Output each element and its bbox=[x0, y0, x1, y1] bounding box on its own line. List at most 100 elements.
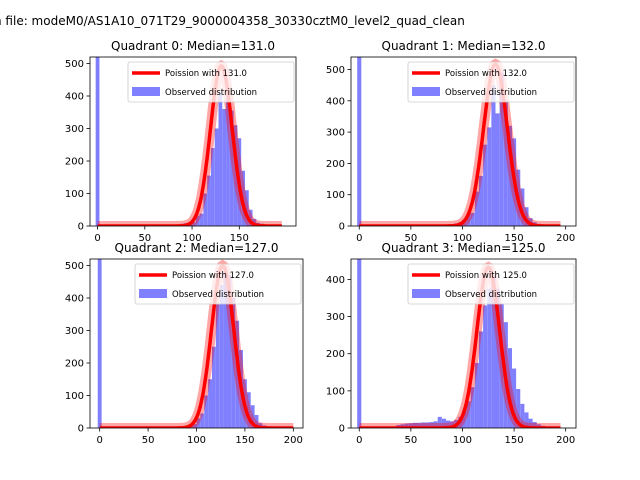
histogram-bar bbox=[412, 422, 418, 428]
histogram-bar bbox=[222, 109, 227, 226]
y-tick-label: 100 bbox=[65, 391, 84, 402]
x-tick-label: 0 bbox=[94, 233, 100, 244]
legend-fit-label: Poission with 132.0 bbox=[445, 69, 527, 79]
legend-hist-swatch bbox=[412, 289, 440, 298]
histogram-bar bbox=[208, 379, 212, 428]
poisson-fit-line bbox=[96, 64, 283, 226]
histogram-bar bbox=[429, 422, 434, 428]
poisson-fit-glow bbox=[97, 59, 282, 226]
x-tick-label: 100 bbox=[183, 233, 202, 244]
histogram-bar bbox=[516, 389, 521, 428]
histogram-bar bbox=[466, 401, 471, 428]
histogram-bar bbox=[512, 368, 517, 428]
legend-hist-swatch bbox=[139, 289, 167, 298]
poisson-fit-line bbox=[98, 263, 295, 428]
y-tick-label: 200 bbox=[65, 157, 84, 168]
x-tick-label: 150 bbox=[230, 233, 249, 244]
x-tick-label: 50 bbox=[142, 435, 155, 446]
poisson-fit-line bbox=[358, 62, 562, 226]
histogram-bar bbox=[192, 424, 197, 428]
histogram-bar bbox=[218, 92, 223, 226]
quadrant-3-axes-frame bbox=[350, 258, 577, 429]
quadrant-1-plot-area bbox=[357, 57, 562, 226]
legend-fit-label: Poission with 127.0 bbox=[172, 271, 254, 281]
quadrant-1-title: Quadrant 1: Median=132.0 bbox=[382, 39, 546, 53]
x-tick-label: 0 bbox=[356, 435, 362, 446]
histogram-bar bbox=[196, 418, 201, 428]
histogram-bar bbox=[507, 348, 513, 428]
legend-fit-label: Poission with 125.0 bbox=[445, 271, 527, 281]
x-tick-label: 100 bbox=[187, 435, 206, 446]
histogram-bar bbox=[404, 423, 409, 428]
histogram-bar bbox=[195, 215, 200, 226]
legend-hist-label: Observed distribution bbox=[445, 290, 537, 300]
quadrant-0-title: Quadrant 0: Median=131.0 bbox=[111, 39, 275, 53]
histogram-bar bbox=[199, 213, 204, 226]
histogram-bar bbox=[487, 288, 492, 428]
histogram-bar bbox=[400, 424, 405, 428]
y-tick-label: 300 bbox=[65, 326, 84, 337]
histogram-bar bbox=[524, 412, 529, 428]
y-tick-label: 0 bbox=[339, 424, 345, 435]
histogram-bar bbox=[499, 303, 504, 428]
quadrant-2-legend: Poission with 127.0 Observed distribution bbox=[134, 263, 302, 305]
histogram-bar bbox=[478, 331, 484, 428]
y-tick-label: 500 bbox=[65, 261, 84, 272]
histogram-bar bbox=[491, 275, 496, 428]
quadrant-2-title: Quadrant 2: Median=127.0 bbox=[115, 241, 279, 255]
histogram-bar bbox=[254, 415, 259, 428]
quadrant-1-axes-frame bbox=[350, 56, 577, 227]
y-tick-label: 200 bbox=[326, 349, 345, 360]
legend-box bbox=[134, 263, 302, 305]
histogram-bar bbox=[507, 125, 513, 226]
histogram-bar bbox=[227, 275, 232, 428]
histogram-bar bbox=[203, 193, 208, 226]
quadrant-0-axes-frame bbox=[89, 56, 297, 227]
histogram-bar bbox=[445, 420, 451, 428]
zero-count-bar bbox=[95, 57, 100, 226]
poisson-fit-line bbox=[358, 265, 562, 428]
quadrant-0-legend: Poission with 131.0 Observed distribution bbox=[127, 61, 295, 103]
y-tick-label: 100 bbox=[65, 189, 84, 200]
histogram-bar bbox=[483, 305, 488, 428]
x-tick-label: 50 bbox=[404, 435, 417, 446]
legend-box bbox=[407, 61, 575, 103]
y-tick-label: 0 bbox=[78, 222, 84, 233]
histogram-bar bbox=[235, 320, 240, 428]
quadrant-0-panel: 0 50 100 150 0 100 200 300 400 500 Quadrant 0: Med… bbox=[65, 39, 297, 244]
quadrant-2-panel: 0 50 100 150 200 0 100 200 300 400 500 Quadrant 2: … bbox=[65, 241, 304, 446]
x-tick-label: 50 bbox=[404, 233, 417, 244]
x-tick-label: 0 bbox=[96, 435, 102, 446]
histogram-bar bbox=[408, 423, 413, 428]
x-tick-label: 100 bbox=[453, 233, 472, 244]
y-tick-label: 400 bbox=[65, 92, 84, 103]
x-tick-label: 150 bbox=[505, 435, 524, 446]
histogram-bar bbox=[258, 423, 263, 428]
quadrant-1-panel: 0 50 100 150 200 0 100 200 300 400 500 Quadrant 1: … bbox=[326, 39, 577, 244]
histogram-bar bbox=[520, 403, 525, 428]
y-tick-label: 0 bbox=[339, 222, 345, 233]
legend-hist-swatch bbox=[132, 87, 160, 96]
y-tick-label: 500 bbox=[326, 65, 345, 76]
y-tick-label: 300 bbox=[326, 312, 345, 323]
y-tick-label: 400 bbox=[326, 275, 345, 286]
histogram-bar bbox=[250, 405, 255, 428]
histogram-bar bbox=[462, 410, 467, 428]
legend-box bbox=[407, 263, 575, 305]
histogram-bar bbox=[252, 218, 257, 226]
y-tick-label: 400 bbox=[65, 294, 84, 305]
histogram-bar bbox=[532, 422, 537, 428]
histogram-bar bbox=[495, 288, 500, 428]
histogram-bar bbox=[520, 188, 525, 226]
histogram-bar bbox=[495, 113, 500, 226]
histogram-bar bbox=[417, 422, 422, 428]
quadrant-2-plot-area bbox=[97, 259, 295, 428]
x-tick-label: 200 bbox=[556, 435, 575, 446]
histogram-bar bbox=[215, 304, 220, 428]
histogram-bar bbox=[200, 413, 205, 428]
quadrant-0-plot-area bbox=[95, 57, 283, 226]
quadrant-3-plot-area bbox=[357, 259, 562, 428]
legend-hist-label: Observed distribution bbox=[172, 290, 264, 300]
